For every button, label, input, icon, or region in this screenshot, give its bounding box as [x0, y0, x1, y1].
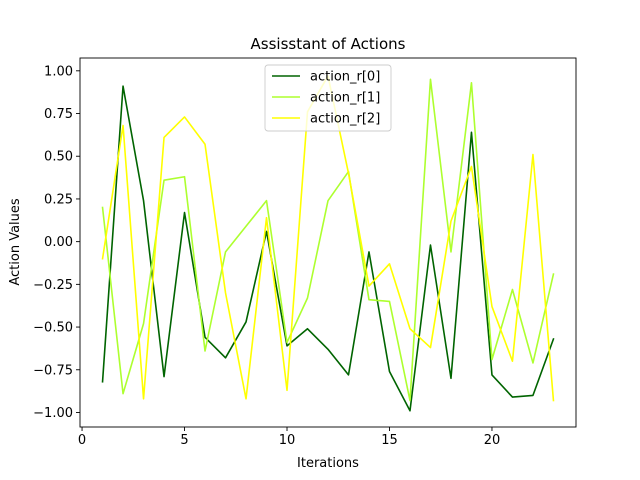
x-tick-label-2: 10 [279, 433, 296, 448]
legend-label-0: action_r[0] [310, 70, 380, 85]
legend-label-2: action_r[2] [310, 112, 380, 127]
y-tick-label-4: 0.00 [44, 235, 73, 250]
series-line-0 [101, 85, 555, 412]
plot-frame [79, 57, 577, 428]
y-tick-label-1: −0.75 [33, 363, 73, 378]
y-tick-label-2: −0.50 [33, 321, 73, 336]
axes: 0 5 10 15 20 −1.00 −0.75 −0.50 −0.25 0.00 0.25 0.50… [33, 57, 577, 448]
x-tick-label-1: 5 [180, 433, 188, 448]
y-tick-label-0: −1.00 [33, 406, 73, 421]
y-tick-label-3: −0.25 [33, 278, 73, 293]
y-tick-label-7: 0.75 [44, 107, 73, 122]
x-axis-title: Iterations [297, 456, 359, 471]
x-tick-label-4: 20 [484, 433, 501, 448]
legend: action_r[0] action_r[1] action_r[2] [264, 64, 392, 132]
y-axis-title: Action Values [8, 198, 23, 286]
legend-label-1: action_r[1] [310, 91, 380, 106]
series-line-1 [101, 78, 555, 402]
y-tick-label-6: 0.50 [44, 150, 73, 165]
legend-box [264, 64, 392, 132]
y-tick-label-5: 0.25 [44, 192, 73, 207]
x-tick-label-3: 15 [381, 433, 398, 448]
y-tick-label-8: 1.00 [44, 64, 73, 79]
chart-title: Assisstant of Actions [251, 35, 406, 53]
x-tick-label-0: 0 [78, 433, 86, 448]
